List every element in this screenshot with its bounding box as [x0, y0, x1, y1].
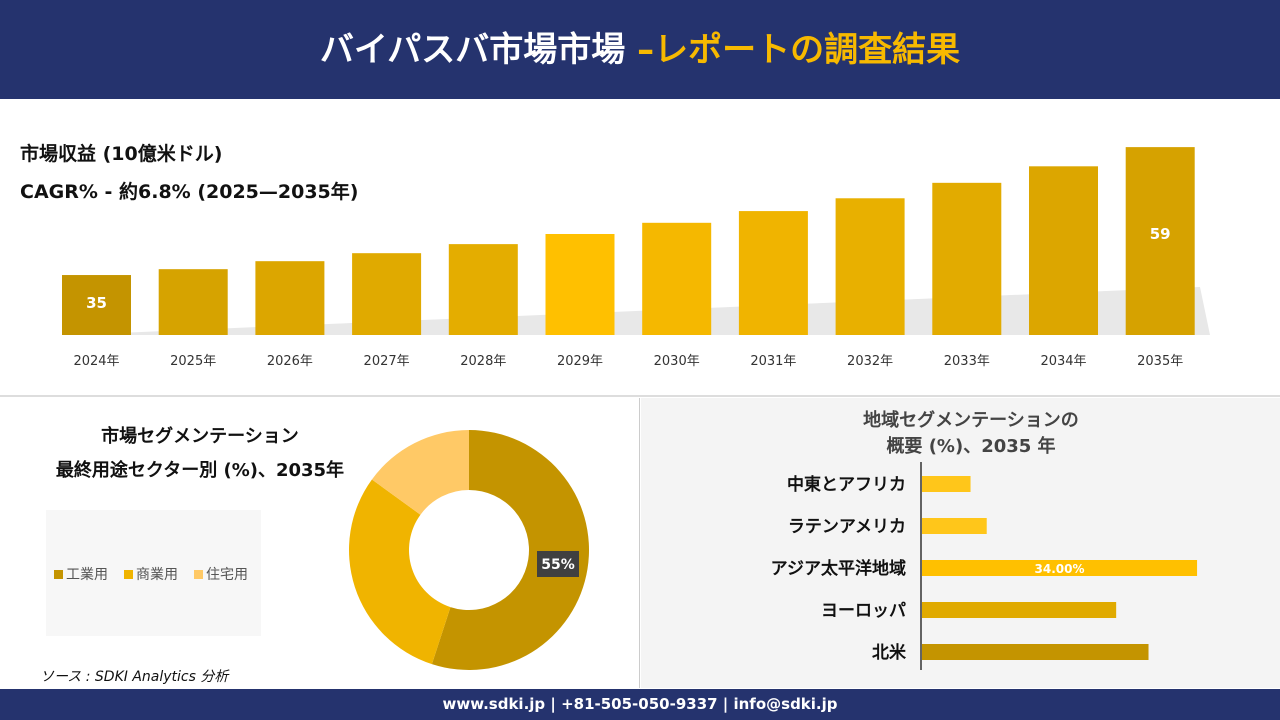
year-label: 2027年 [364, 354, 410, 369]
source-note: ソース : SDKI Analytics 分析 [40, 669, 229, 685]
donut-legend: 工業用 商業用 住宅用 [46, 510, 261, 636]
revenue-bar-chart: 2024年 35 2025年 2026年 2027年 2028年 2029年 2030年 203… [62, 147, 1210, 369]
svg-text:55%: 55% [541, 557, 575, 573]
year-label: 2035年 [1137, 354, 1183, 369]
donut-slice [371, 430, 469, 515]
revenue-bar [642, 222, 712, 335]
donut-slice [349, 479, 451, 665]
region-label: ヨーロッパ [821, 601, 906, 621]
year-label: 2024年 [73, 354, 119, 369]
region-label: アジア太平洋地域 [771, 558, 906, 579]
revenue-bar [932, 182, 1002, 335]
year-label: 2026年 [267, 354, 313, 369]
revenue-bar [158, 269, 228, 335]
legend-item: 商業用 [124, 564, 178, 584]
legend-swatch [194, 569, 203, 579]
revenue-title: 市場収益 (10億米ドル) [20, 143, 223, 165]
bar-value-label: 35 [86, 294, 107, 312]
year-label: 2029年 [557, 354, 603, 369]
region-value-label: 34.00% [1035, 562, 1085, 576]
year-label: 2034年 [1040, 354, 1086, 369]
revenue-bar [1125, 147, 1195, 335]
region-label: 北米 [872, 642, 907, 663]
end-use-donut-chart: 55% [349, 430, 589, 670]
region-bar [922, 644, 1149, 660]
title-main: バイパスバ市場市場 [319, 30, 638, 70]
legend-label: 商業用 [136, 567, 178, 583]
year-label: 2025年 [170, 354, 216, 369]
region-bar [922, 518, 987, 534]
legend-swatch [54, 569, 63, 579]
revenue-bar [1029, 166, 1098, 335]
region-title: 地域セグメンテーションの [863, 410, 1079, 431]
legend-label: 工業用 [66, 567, 108, 583]
year-label: 2028年 [460, 354, 506, 369]
cagr-text: CAGR% - 約6.8% (2025—2035年) [20, 181, 359, 203]
legend-label: 住宅用 [206, 567, 248, 583]
revenue-bar [352, 253, 422, 335]
segment-title: 市場セグメンテーション [101, 426, 299, 447]
region-subtitle: 概要 (%)、2035 年 [886, 436, 1056, 457]
region-section: 地域セグメンテーションの 概要 (%)、2035 年 中東とアフリカ ラテンアメリ… [641, 398, 1280, 688]
revenue-bar [448, 244, 518, 335]
revenue-bar [545, 233, 615, 335]
year-label: 2033年 [944, 354, 990, 369]
revenue-section: 市場収益 (10億米ドル) CAGR% - 約6.8% (2025—2035年)… [0, 101, 1280, 397]
revenue-bar [738, 211, 808, 335]
donut-data-label: 55% [537, 551, 579, 577]
title-accent: –レポートの調査結果 [637, 30, 961, 70]
report-header: バイパスバ市場市場 –レポートの調査結果 [0, 0, 1280, 101]
bar-value-label: 59 [1150, 225, 1171, 243]
region-bar [922, 476, 971, 492]
year-label: 2031年 [750, 354, 796, 369]
legend-swatch [124, 569, 133, 579]
footer-contact: www.sdki.jp | +81-505-050-9337 | info@sd… [0, 689, 1280, 720]
legend-item: 工業用 [54, 564, 108, 584]
legend-item: 住宅用 [194, 564, 248, 584]
region-bar [922, 560, 1198, 576]
revenue-bar [62, 275, 131, 335]
donut-slice [431, 430, 589, 670]
region-bar [922, 602, 1117, 618]
region-label: 中東とアフリカ [787, 474, 906, 495]
revenue-bar [835, 198, 905, 335]
region-label: ラテンアメリカ [788, 517, 906, 537]
year-label: 2030年 [654, 354, 700, 369]
end-use-section: 市場セグメンテーション 最終用途セクター別 (%)、2035年 工業用 商業用 住宅… [0, 398, 640, 688]
year-label: 2032年 [847, 354, 893, 369]
segment-subtitle: 最終用途セクター別 (%)、2035年 [55, 460, 345, 481]
revenue-bar [255, 261, 325, 335]
